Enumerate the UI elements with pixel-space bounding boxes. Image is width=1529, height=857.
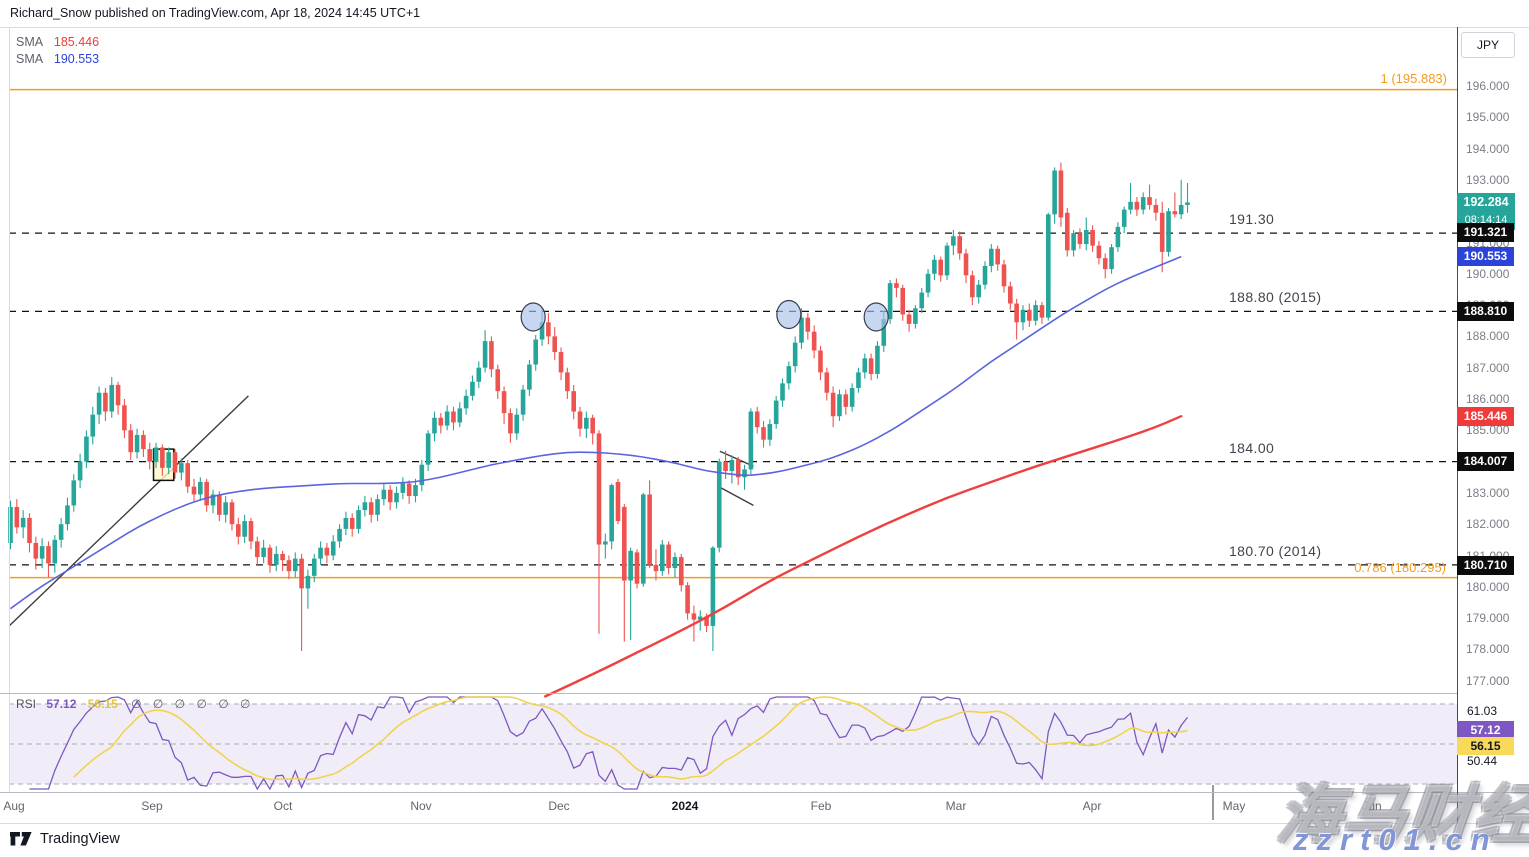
level-label-180-70: 180.70 (2014) bbox=[1229, 543, 1322, 559]
sma-slow-value: 190.553 bbox=[53, 52, 100, 66]
sma-fast-legend: SMA 185.446 bbox=[16, 35, 99, 49]
price-axis-badge: 191.321 bbox=[1457, 223, 1514, 243]
price-tick-label: 182.000 bbox=[1466, 517, 1510, 532]
tradingview-wordmark: TradingView bbox=[40, 831, 120, 847]
price-tick-label: 186.000 bbox=[1466, 392, 1510, 406]
rsi-row-value: 50.44 bbox=[1467, 754, 1498, 768]
price-tick-label: 187.000 bbox=[1466, 360, 1510, 375]
time-axis-label: May bbox=[1222, 799, 1246, 813]
price-tick-label: 178.000 bbox=[1466, 642, 1510, 657]
currency-toggle-button[interactable]: JPY bbox=[1461, 32, 1515, 58]
sma-slow-legend: SMA 190.553 bbox=[16, 52, 99, 66]
sma-fast-label: SMA bbox=[16, 35, 43, 49]
price-tick-label: 177.000 bbox=[1466, 673, 1510, 688]
publish-header: Richard_Snow published on TradingView.co… bbox=[10, 6, 421, 20]
header-divider bbox=[0, 27, 1529, 28]
level-label-191-30: 191.30 bbox=[1229, 211, 1275, 227]
price-tick-label: 188.000 bbox=[1466, 329, 1510, 344]
time-axis-label: Apr bbox=[1082, 799, 1102, 813]
watermark-url: zzrt01.cn bbox=[1293, 822, 1498, 857]
price-tick-label: 180.000 bbox=[1466, 579, 1510, 594]
time-axis-label: Aug bbox=[3, 799, 25, 813]
rsi-timeaxis-separator bbox=[0, 792, 1529, 793]
price-axis-badge: 188.810 bbox=[1457, 302, 1514, 322]
rsi-divergence-toggles[interactable]: ∅ ∅ ∅ ∅ ∅ ∅ bbox=[131, 697, 255, 711]
toolbar-divider bbox=[0, 823, 1529, 824]
tradingview-brand[interactable]: TradingView bbox=[10, 831, 120, 847]
sma-slow-label: SMA bbox=[16, 52, 43, 66]
price-axis-badge: 180.710 bbox=[1457, 555, 1514, 575]
time-axis-label: 2024 bbox=[671, 799, 699, 813]
time-axis-label: Dec bbox=[548, 799, 570, 813]
price-tick-label: 185.000 bbox=[1466, 423, 1510, 438]
price-tick-label: 193.000 bbox=[1466, 172, 1510, 187]
level-label-184-00: 184.00 bbox=[1229, 440, 1275, 456]
time-axis[interactable]: Aug Sep Oct Nov Dec 2024 Feb Mar Apr May Jun bbox=[0, 793, 1529, 823]
price-tick-label: 196.000 bbox=[1466, 79, 1510, 93]
fib-label-1: 1 (195.883) bbox=[1380, 71, 1448, 86]
rsi-legend: RSI 57.12 56.15 ∅ ∅ ∅ ∅ ∅ ∅ bbox=[16, 697, 255, 711]
price-tick-label: 194.000 bbox=[1466, 141, 1510, 156]
sma-fast-value: 185.446 bbox=[53, 35, 100, 49]
rsi-ma-legend-value: 56.15 bbox=[87, 697, 118, 711]
last-update-time: 08:14:14 bbox=[1464, 214, 1508, 227]
price-tick-label: 183.000 bbox=[1466, 485, 1510, 500]
price-axis-badge: 184.007 bbox=[1457, 452, 1514, 472]
price-axis-badge: 185.446 bbox=[1457, 407, 1514, 427]
rsi-legend-value: 57.12 bbox=[46, 697, 77, 711]
fib-label-0786: 0.786 (180.295) bbox=[1354, 560, 1446, 575]
price-tick-label: 179.000 bbox=[1466, 611, 1510, 626]
time-axis-label: Nov bbox=[410, 799, 432, 813]
rsi-row-value: 56.15 bbox=[1457, 737, 1514, 755]
time-axis-label: Feb bbox=[810, 799, 832, 813]
tradingview-logo-icon bbox=[10, 832, 32, 846]
time-axis-label: Jun bbox=[1362, 799, 1382, 813]
rsi-row-value: 57.12 bbox=[1457, 721, 1514, 739]
price-rsi-separator[interactable] bbox=[0, 693, 1457, 694]
price-axis-badge: 190.553 bbox=[1457, 247, 1514, 267]
rsi-legend-label: RSI bbox=[16, 697, 37, 711]
time-axis-label: Oct bbox=[273, 799, 293, 813]
rsi-row-value: 61.03 bbox=[1467, 704, 1498, 718]
time-axis-label: Sep bbox=[141, 799, 163, 813]
price-tick-label: 195.000 bbox=[1466, 110, 1510, 125]
level-label-188-80: 188.80 (2015) bbox=[1229, 289, 1322, 305]
time-axis-label: Mar bbox=[945, 799, 967, 813]
price-tick-label: 190.000 bbox=[1466, 266, 1510, 281]
pane-left-border bbox=[9, 28, 10, 792]
